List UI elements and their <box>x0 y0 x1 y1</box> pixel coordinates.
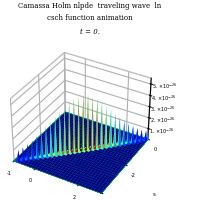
Text: csch function animation: csch function animation <box>47 14 133 22</box>
Text: Camassa Holm nlpde  traveling wave  ln: Camassa Holm nlpde traveling wave ln <box>18 2 162 10</box>
Y-axis label: s: s <box>152 192 155 197</box>
Text: t = 0.: t = 0. <box>80 28 100 36</box>
